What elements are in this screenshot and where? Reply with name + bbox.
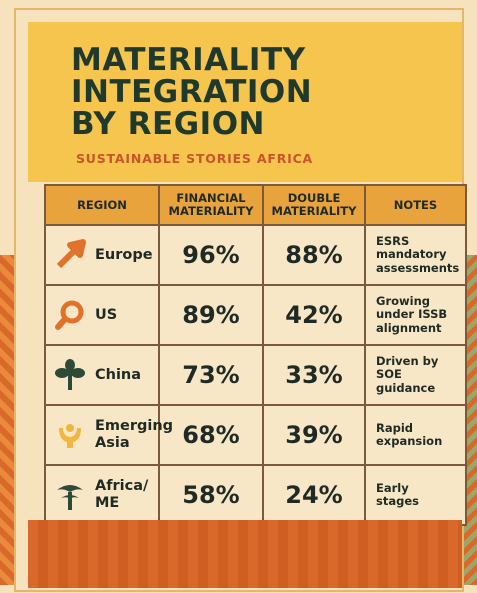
subtitle: SUSTAINABLE STORIES AFRICA <box>76 151 314 166</box>
region-name: Emerging Asia <box>95 418 174 451</box>
financial-value: 73% <box>158 344 264 406</box>
page-title: MATERIALITY INTEGRATION BY REGION <box>71 42 313 142</box>
notes-cell: Driven by SOE guidance <box>364 344 467 406</box>
region-name: China <box>95 366 142 383</box>
table-row: China 73% 33% Driven by SOE guidance <box>44 344 467 406</box>
tree-icon <box>57 485 83 510</box>
financial-value: 68% <box>158 404 264 466</box>
footer-pattern-band <box>28 520 462 588</box>
infographic-card: MATERIALITY INTEGRATION BY REGION SUSTAI… <box>14 8 467 592</box>
notes-cell: Rapid expansion <box>364 404 467 466</box>
region-name: Europe <box>95 246 153 263</box>
arrow-up-right-icon <box>56 239 86 269</box>
table-row: US 89% 42% Growing under ISSB alignment <box>44 284 467 346</box>
notes-cell: ESRS mandatory assessments <box>364 224 467 286</box>
double-value: 24% <box>262 464 366 526</box>
region-cell: US <box>44 284 160 346</box>
hands-icon <box>59 424 81 448</box>
region-name: US <box>95 306 118 323</box>
financial-value: 58% <box>158 464 264 526</box>
region-cell: Europe <box>44 224 160 286</box>
region-name: Africa/ ME <box>95 478 149 511</box>
double-value: 42% <box>262 284 366 346</box>
table-header-row: REGION FINANCIAL MATERIALITY DOUBLE MATE… <box>44 184 467 226</box>
financial-value: 96% <box>158 224 264 286</box>
region-cell: Emerging Asia <box>44 404 173 466</box>
column-header-region: REGION <box>44 184 160 226</box>
plant-icon <box>55 359 85 390</box>
notes-cell: Growing under ISSB alignment <box>364 284 467 346</box>
double-value: 39% <box>262 404 366 466</box>
notes-cell: Early stages <box>364 464 467 526</box>
double-value: 33% <box>262 344 366 406</box>
region-cell: Africa/ ME <box>44 464 160 526</box>
header-banner <box>28 22 462 182</box>
financial-value: 89% <box>158 284 264 346</box>
table-row: Europe 96% 88% ESRS mandatory assessment… <box>44 224 467 286</box>
column-header-double: DOUBLE MATERIALITY <box>262 184 366 226</box>
column-header-notes: NOTES <box>364 184 467 226</box>
column-header-financial: FINANCIAL MATERIALITY <box>158 184 264 226</box>
region-cell: China <box>44 344 160 406</box>
table-row: Emerging Asia 68% 39% Rapid expansion <box>44 404 467 466</box>
materiality-table: REGION FINANCIAL MATERIALITY DOUBLE MATE… <box>44 184 467 526</box>
magnifier-icon <box>55 300 84 330</box>
table-row: Africa/ ME 58% 24% Early stages <box>44 464 467 526</box>
double-value: 88% <box>262 224 366 286</box>
